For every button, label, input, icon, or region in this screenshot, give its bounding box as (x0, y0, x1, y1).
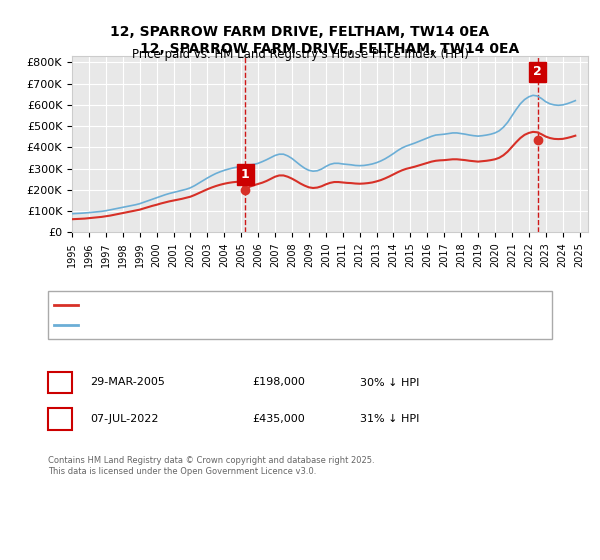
Text: 29-MAR-2005: 29-MAR-2005 (90, 377, 165, 388)
Text: 12, SPARROW FARM DRIVE, FELTHAM, TW14 0EA: 12, SPARROW FARM DRIVE, FELTHAM, TW14 0E… (110, 25, 490, 39)
Text: 30% ↓ HPI: 30% ↓ HPI (360, 377, 419, 388)
Text: Contains HM Land Registry data © Crown copyright and database right 2025.
This d: Contains HM Land Registry data © Crown c… (48, 456, 374, 476)
Text: HPI: Average price, semi-detached house, Hounslow: HPI: Average price, semi-detached house,… (84, 320, 339, 330)
Title: 12, SPARROW FARM DRIVE, FELTHAM, TW14 0EA: 12, SPARROW FARM DRIVE, FELTHAM, TW14 0E… (140, 42, 520, 56)
Text: 2: 2 (533, 66, 542, 78)
Text: £198,000: £198,000 (252, 377, 305, 388)
Text: 1: 1 (56, 377, 64, 388)
Text: 31% ↓ HPI: 31% ↓ HPI (360, 414, 419, 424)
Text: Price paid vs. HM Land Registry's House Price Index (HPI): Price paid vs. HM Land Registry's House … (131, 48, 469, 60)
Text: 1: 1 (241, 168, 250, 181)
Text: £435,000: £435,000 (252, 414, 305, 424)
Text: 07-JUL-2022: 07-JUL-2022 (90, 414, 158, 424)
Text: 2: 2 (56, 414, 64, 424)
Text: 12, SPARROW FARM DRIVE, FELTHAM, TW14 0EA (semi-detached house): 12, SPARROW FARM DRIVE, FELTHAM, TW14 0E… (84, 300, 437, 310)
